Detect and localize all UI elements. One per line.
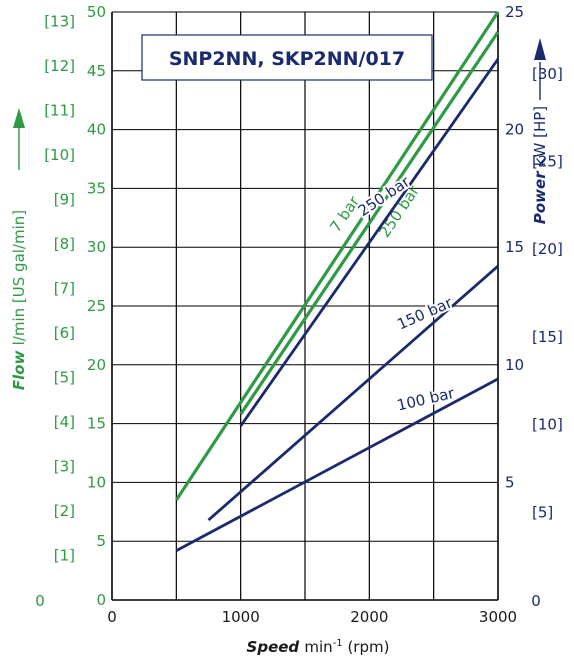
flow-secondary-tick-label: [1] bbox=[54, 546, 75, 564]
axis-titles: Speed min-1 (rpm) Flow l/min [US gal/min]… bbox=[10, 38, 549, 656]
power-series-line bbox=[175, 377, 499, 552]
power-tick-label: 25 bbox=[505, 3, 524, 21]
flow-series-line bbox=[239, 31, 500, 416]
flow-secondary-tick-label: [10] bbox=[44, 146, 75, 164]
flow-tick-label: 40 bbox=[87, 121, 106, 139]
power-tick-label: 10 bbox=[505, 356, 524, 374]
chart-title-box: SNP2NN, SKP2NN/017 bbox=[141, 34, 433, 81]
chart-title: SNP2NN, SKP2NN/017 bbox=[169, 48, 405, 70]
flow-series-line bbox=[174, 11, 500, 501]
flow-tick-label: 10 bbox=[87, 473, 106, 491]
power-tick-label: 20 bbox=[505, 121, 524, 139]
flow-axis-title: Flow l/min [US gal/min] bbox=[10, 210, 28, 390]
flow-tick-label: 25 bbox=[87, 297, 106, 315]
flow-secondary-tick-label: [4] bbox=[54, 413, 75, 431]
flow-secondary-tick-label: [8] bbox=[54, 235, 75, 253]
power-series-label: 100 bar bbox=[395, 384, 457, 415]
flow-secondary-tick-label: [5] bbox=[54, 368, 75, 386]
x-tick-label: 3000 bbox=[479, 608, 517, 626]
x-tick-label: 1000 bbox=[222, 608, 260, 626]
flow-secondary-tick-label: [7] bbox=[54, 279, 75, 297]
flow-secondary-tick-label: [6] bbox=[54, 324, 75, 342]
flow-secondary-tick-label: [3] bbox=[54, 457, 75, 475]
x-axis-title: Speed min-1 (rpm) bbox=[247, 638, 390, 656]
flow-tick-label: 45 bbox=[87, 62, 106, 80]
flow-secondary-tick-label: [2] bbox=[54, 502, 75, 520]
power-series-line bbox=[207, 264, 499, 522]
grid bbox=[111, 11, 499, 601]
flow-tick-label: 0 bbox=[96, 591, 106, 609]
power-series-label: 150 bar bbox=[394, 293, 455, 333]
flow-tick-label: 15 bbox=[87, 415, 106, 433]
x-tick-label: 0 bbox=[107, 608, 117, 626]
power-axis-title: Power kW [HP] bbox=[531, 106, 549, 224]
flow-secondary-tick-label: [11] bbox=[44, 101, 75, 119]
flow-secondary-tick-label: [9] bbox=[54, 190, 75, 208]
power-secondary-tick-label: [5] bbox=[532, 503, 553, 521]
flow-tick-label: 5 bbox=[96, 532, 106, 550]
flow-tick-label: 20 bbox=[87, 356, 106, 374]
flow-secondary-tick-label: [13] bbox=[44, 12, 75, 30]
power-tick-label: 15 bbox=[505, 238, 524, 256]
power-axis-arrowhead-icon bbox=[534, 38, 546, 60]
power-tick-label: 0 bbox=[531, 592, 541, 610]
power-secondary-tick-label: [20] bbox=[532, 240, 563, 258]
flow-tick-label: 30 bbox=[87, 238, 106, 256]
flow-tick-label: 35 bbox=[87, 179, 106, 197]
power-series-line bbox=[239, 58, 500, 427]
x-tick-label: 2000 bbox=[350, 608, 388, 626]
flow-series-label: 7 bar bbox=[326, 192, 363, 235]
flow-secondary-tick-label: [12] bbox=[44, 57, 75, 75]
power-tick-label: 5 bbox=[505, 473, 515, 491]
flow-axis-arrowhead-icon bbox=[13, 108, 25, 128]
ticks: 0 1000 2000 300005101520253035404550[1][2][… bbox=[35, 3, 563, 626]
flow-tick-label: 50 bbox=[87, 3, 106, 21]
power-secondary-tick-label: [10] bbox=[532, 416, 563, 434]
power-secondary-tick-label: [15] bbox=[532, 328, 563, 346]
flow-secondary-tick-label: 0 bbox=[35, 592, 45, 610]
power-secondary-tick-label: [30] bbox=[532, 65, 563, 83]
power-secondary-tick-label: [25] bbox=[532, 153, 563, 171]
